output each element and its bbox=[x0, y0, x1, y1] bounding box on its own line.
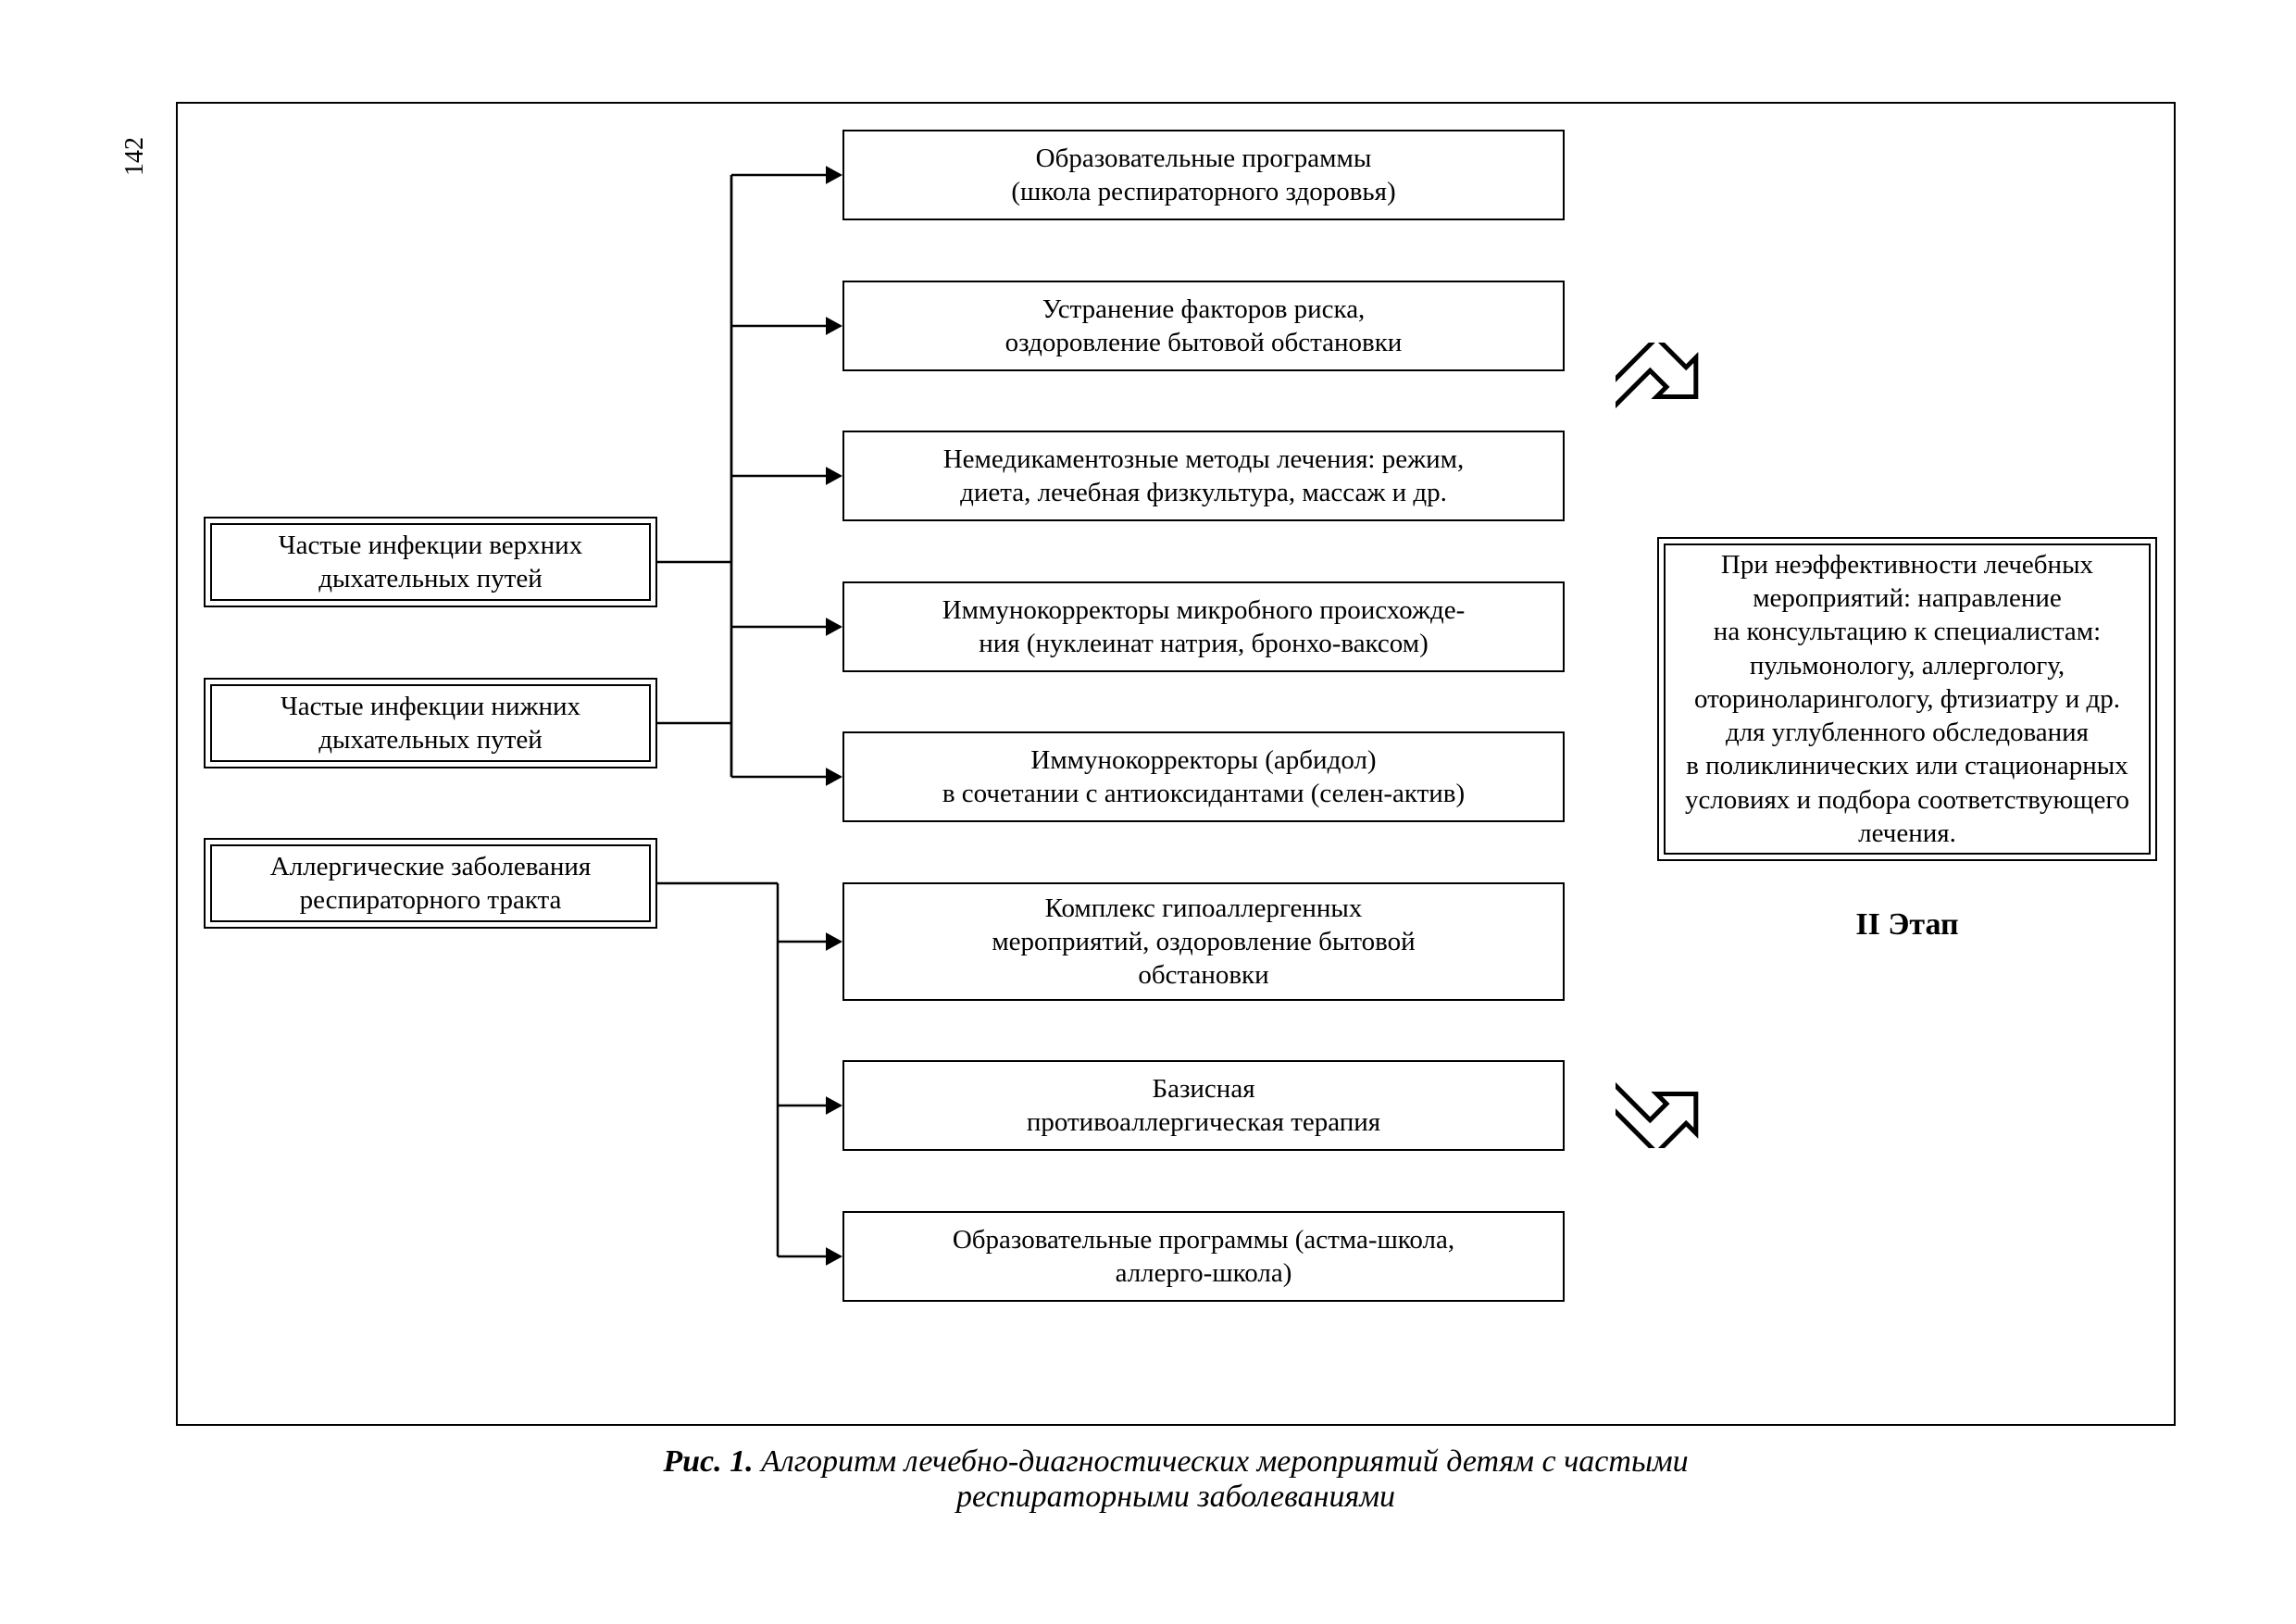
mid-box-m6-text: Комплекс гипоаллергенныхмероприятий, озд… bbox=[992, 892, 1415, 993]
page: 142 Частые инфекции верхнихдыхательных п… bbox=[0, 0, 2296, 1624]
figure-caption: Рис. 1. Алгоритм лечебно-диагностических… bbox=[176, 1444, 2176, 1515]
mid-box-m8-text: Образовательные программы (астма-школа,а… bbox=[953, 1223, 1454, 1291]
mid-box-m3-text: Немедикаментозные методы лечения: режим,… bbox=[943, 443, 1465, 510]
big-arrow-down-icon bbox=[1616, 343, 1717, 444]
mid-box-education-asthma: Образовательные программы (астма-школа,а… bbox=[842, 1211, 1565, 1302]
mid-box-immunocorrectors-arbidol: Иммунокорректоры (арбидол)в сочетании с … bbox=[842, 731, 1565, 822]
left-box-upper-infections: Частые инфекции верхнихдыхательных путей bbox=[204, 517, 657, 607]
right-box-stage2: При неэффективности лечебныхмероприятий:… bbox=[1657, 537, 2157, 861]
stage2-label: II Этап bbox=[1657, 907, 2157, 943]
left-box-lower-infections: Частые инфекции нижнихдыхательных путей bbox=[204, 678, 657, 768]
page-number-text: 142 bbox=[120, 137, 149, 176]
mid-box-hypoallergenic: Комплекс гипоаллергенныхмероприятий, озд… bbox=[842, 882, 1565, 1001]
mid-box-immunocorrectors-microbial: Иммунокорректоры микробного происхожде-н… bbox=[842, 581, 1565, 672]
mid-box-m1-text: Образовательные программы(школа респират… bbox=[1011, 142, 1395, 209]
caption-text: Алгоритм лечебно-диагностических меропри… bbox=[754, 1444, 1689, 1514]
mid-box-m2-text: Устранение факторов риска,оздоровление б… bbox=[1005, 293, 1403, 360]
mid-box-m4-text: Иммунокорректоры микробного происхожде-н… bbox=[942, 593, 1466, 661]
mid-box-antiallergic-therapy: Базиснаяпротивоаллергическая терапия bbox=[842, 1060, 1565, 1151]
mid-box-m7-text: Базиснаяпротивоаллергическая терапия bbox=[1027, 1072, 1380, 1140]
mid-box-m5-text: Иммунокорректоры (арбидол)в сочетании с … bbox=[942, 743, 1465, 811]
right-box-text: При неэффективности лечебныхмероприятий:… bbox=[1685, 548, 2129, 850]
left-box-a-text: Частые инфекции верхнихдыхательных путей bbox=[279, 529, 582, 596]
left-box-b-text: Частые инфекции нижнихдыхательных путей bbox=[281, 690, 580, 757]
mid-box-nonmedication: Немедикаментозные методы лечения: режим,… bbox=[842, 431, 1565, 521]
caption-lead: Рис. 1. bbox=[663, 1444, 753, 1479]
left-box-allergic: Аллергические заболеванияреспираторного … bbox=[204, 838, 657, 929]
page-number: 142 bbox=[120, 137, 150, 176]
mid-box-education: Образовательные программы(школа респират… bbox=[842, 130, 1565, 220]
stage2-text: II Этап bbox=[1855, 907, 1958, 942]
mid-box-risk-factors: Устранение факторов риска,оздоровление б… bbox=[842, 281, 1565, 371]
left-box-c-text: Аллергические заболеванияреспираторного … bbox=[270, 850, 592, 918]
big-arrow-up-icon bbox=[1616, 1046, 1717, 1148]
